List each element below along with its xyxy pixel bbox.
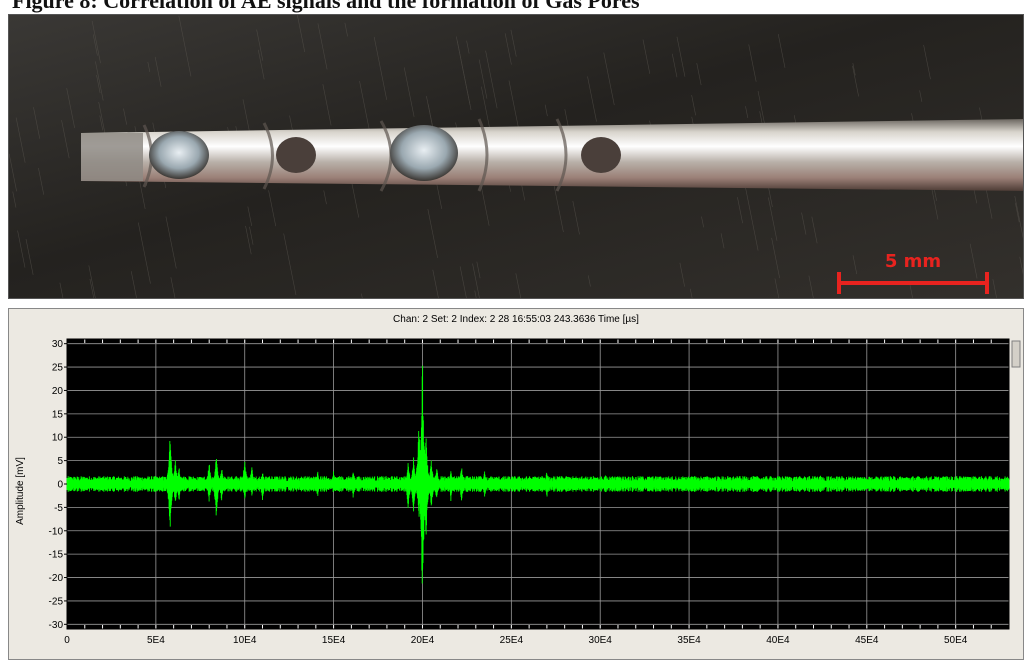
x-tick-label: 50E4 <box>944 635 968 646</box>
y-tick-label: 25 <box>52 363 64 374</box>
x-tick-label: 15E4 <box>322 635 346 646</box>
x-tick-label: 30E4 <box>589 635 613 646</box>
y-tick-label: 15 <box>52 409 64 420</box>
scale-bar: 5 mm <box>837 251 989 294</box>
gas-pore <box>390 125 458 181</box>
weld-photo-drawing: 5 mm <box>9 15 1023 298</box>
y-tick-label: -5 <box>54 503 63 514</box>
y-tick-label: -15 <box>49 550 64 561</box>
x-tick-label: 5E4 <box>147 635 165 646</box>
x-tick-label: 35E4 <box>677 635 701 646</box>
x-tick-label: 45E4 <box>855 635 879 646</box>
y-tick-label: 20 <box>52 386 64 397</box>
chart-header: Chan: 2 Set: 2 Index: 2 28 16:55:03 243.… <box>393 314 639 325</box>
gas-pore <box>581 137 621 173</box>
x-tick-labels: 0 5E4 10E4 15E4 20E4 25E4 30E4 35E4 40E4 45E4 50E4 <box>64 635 968 646</box>
gas-pore <box>276 137 316 173</box>
y-tick-label: -20 <box>49 573 64 584</box>
signal-series <box>66 365 1010 584</box>
x-tick-label: 40E4 <box>766 635 790 646</box>
x-tick-label: 25E4 <box>500 635 524 646</box>
y-tick-label: 30 <box>52 339 64 350</box>
y-tick-label: 10 <box>52 433 64 444</box>
ae-signal-plot: Chan: 2 Set: 2 Index: 2 28 16:55:03 243.… <box>15 314 1021 646</box>
y-tick-labels: 30 25 20 15 10 5 0 -5 -10 -15 -20 -25 -30 <box>49 339 67 631</box>
y-tick-label: -10 <box>49 526 64 537</box>
weld-photo: 5 mm <box>8 14 1024 299</box>
figure-caption: Figure 8: Correlation of AE signals and … <box>12 0 640 13</box>
y-tick-label: 0 <box>57 480 63 491</box>
x-tick-label: 10E4 <box>233 635 257 646</box>
scale-bar-label: 5 mm <box>885 251 941 272</box>
y-tick-label: 5 <box>57 456 63 467</box>
y-tick-label: -30 <box>49 620 64 631</box>
scrollbar[interactable] <box>1011 340 1021 368</box>
rod-tip <box>81 133 143 181</box>
y-axis-label: Amplitude [mV] <box>15 457 26 525</box>
y-tick-label: -25 <box>49 596 64 607</box>
ae-signal-chart: Chan: 2 Set: 2 Index: 2 28 16:55:03 243.… <box>8 308 1024 660</box>
gas-pore <box>149 131 209 179</box>
x-tick-label: 0 <box>64 635 70 646</box>
weld-rod <box>81 119 1023 191</box>
x-tick-label: 20E4 <box>411 635 435 646</box>
